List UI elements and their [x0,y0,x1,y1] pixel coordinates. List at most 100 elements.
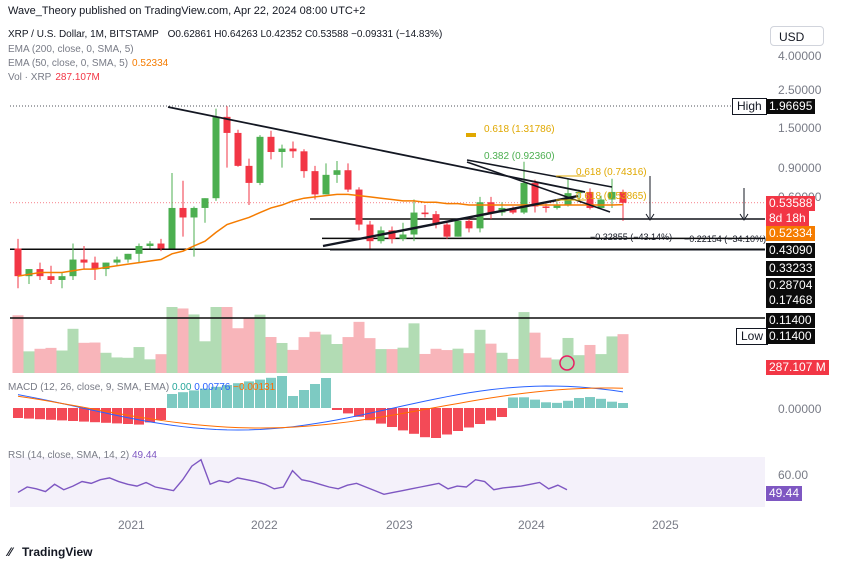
rsi-legend[interactable]: RSI (14, close, SMA, 14, 2) 49.44 [8,450,157,461]
macd-histogram-bar [277,376,287,408]
volume-bar [56,350,68,373]
volume-bar [199,341,211,373]
rsi-legend-value: 49.44 [131,450,157,461]
tradingview-logo[interactable]: ⁄⁄ TradingView [8,545,92,559]
candle-body [69,259,77,277]
candle-body [454,220,462,237]
volume-bar [188,314,200,373]
fib-label-618-b: 0.618 (0.53865) [576,191,647,202]
volume-legend[interactable]: Vol · XRP 287.107M [8,72,100,83]
time-axis-label: 2025 [652,518,679,532]
macd-histogram-bar [167,394,177,408]
level-tag-s4: 0.17468 [766,293,816,308]
candle-body [388,230,396,239]
volume-label: Vol · XRP [8,72,52,83]
macd-histogram-bar [101,408,111,423]
macd-histogram-bar [409,408,419,434]
time-axis-label: 2024 [518,518,545,532]
macd-histogram-bar [464,408,474,428]
macd-histogram-bar [244,381,254,408]
candle-body [520,182,528,213]
candle-body [355,189,363,225]
candle-body [256,136,264,183]
volume-bar [309,331,321,373]
price-axis-label: 0.90000 [778,161,822,175]
level-tag-s5: 0.11400 [766,313,815,328]
rsi-value-tag: 49.44 [766,486,803,501]
volume-bar [507,358,519,373]
macd-histogram-bar [321,378,331,408]
candle-body [333,170,341,175]
volume-bar [232,328,244,373]
candle-body [14,248,22,277]
candle-body [124,253,132,260]
macd-histogram-bar [46,408,56,420]
publish-info: Wave_Theory published on TradingView.com… [8,5,366,17]
level-tag-s3: 0.28704 [766,278,816,293]
triangle-bottom-line [466,161,611,213]
candle-body [223,116,231,133]
volume-bar [320,334,332,373]
ohlc-close: C0.53588 [304,29,349,40]
candle-body [597,199,605,208]
macd-signal-value: −0.00131 [233,382,276,393]
volume-bar [452,348,464,373]
macd-histogram-bar [68,408,78,421]
candle-body [509,207,517,213]
level-tag-s2: 0.33233 [766,261,816,276]
macd-histogram-bar [475,408,485,424]
ema50-legend[interactable]: EMA (50, close, 0, SMA, 5) 0.52334 [8,58,168,69]
macd-histogram-bar [189,390,199,408]
macd-histogram-bar [574,397,584,408]
macd-histogram-bar [156,408,166,420]
candle-body [575,191,583,194]
candle-body [487,202,495,213]
volume-bar [573,355,585,373]
macd-histogram-bar [13,408,23,418]
candle-body [25,269,33,277]
macd-histogram-bar [354,408,364,417]
volume-bar [375,349,387,373]
high-value-tag: 1.96695 [766,99,816,114]
fib-label-618-a: 0.618 (0.74316) [576,167,647,178]
high-label-tag: High [732,98,767,115]
macd-histogram-bar [233,383,243,408]
candle-body [300,151,308,172]
alert-icon [559,355,575,371]
rsi-band [10,457,765,507]
candle-body [443,224,451,237]
candle-body [619,191,627,203]
macd-histogram-bar [552,402,562,408]
tv-logo-icon: ⁄⁄ [8,545,13,559]
volume-bar [144,359,156,373]
volume-bar [584,344,596,373]
volume-bar [485,343,497,373]
macd-hist-value: 0.00 [171,382,192,393]
volume-bar [386,349,398,373]
macd-line-value: 0.00776 [194,382,231,393]
volume-bar [221,307,233,373]
macd-histogram-bar [453,408,463,431]
logo-text: TradingView [22,545,93,559]
ema200-label: EMA (200, close, 0, SMA, 5) [8,44,134,55]
volume-bar [540,357,552,373]
macd-legend[interactable]: MACD (12, 26, close, 9, SMA, EMA) 0.00 0… [8,382,275,393]
symbol-line: XRP / U.S. Dollar, 1M, BITSTAMP O0.62861… [8,29,442,40]
currency-button[interactable]: USD [770,26,824,46]
fib-label-618-top: 0.618 (1.31786) [484,124,555,135]
volume-bar [67,328,79,373]
volume-bar [78,342,90,373]
volume-bar [100,352,112,373]
candle-body [322,174,330,195]
candle-body [553,205,561,208]
candle-body [212,116,220,199]
candle-body [146,243,154,246]
ema200-legend[interactable]: EMA (200, close, 0, SMA, 5) [8,44,134,55]
macd-histogram-bar [90,408,100,423]
volume-value: 287.107M [55,72,100,83]
candle-body [179,207,187,218]
macd-histogram-bar [299,390,309,408]
downtrend-line [167,106,586,193]
macd-histogram-bar [255,379,265,408]
